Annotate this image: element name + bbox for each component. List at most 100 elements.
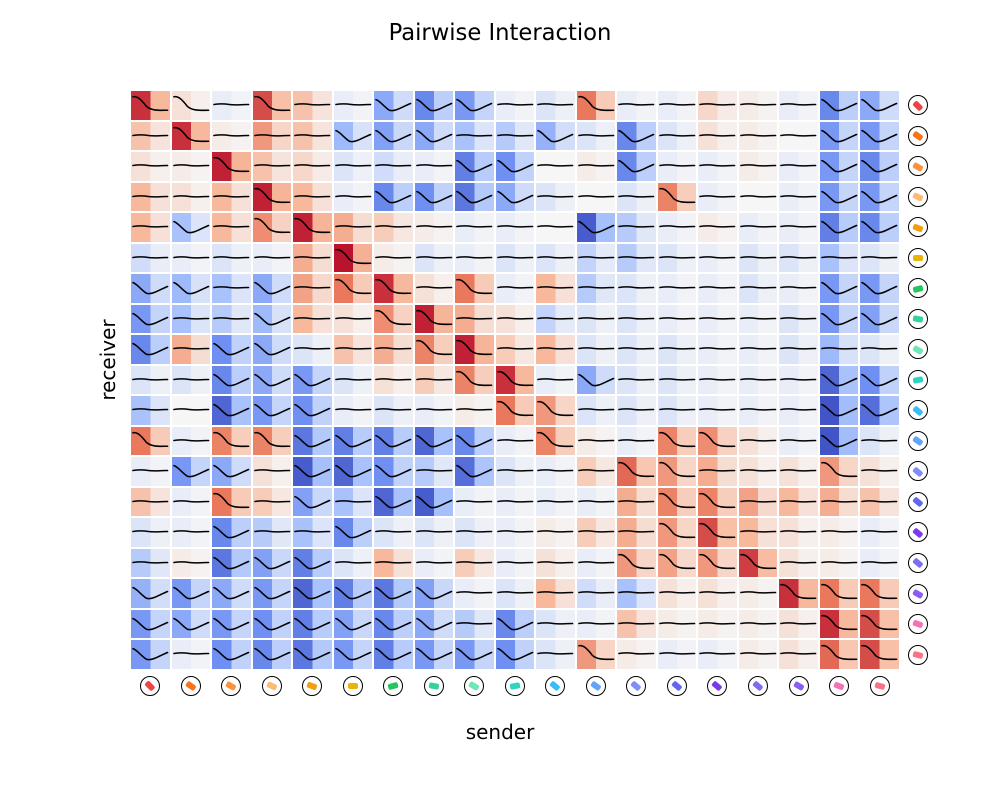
receiver-marker-icon: [908, 553, 928, 573]
interaction-cell: [658, 183, 697, 212]
interaction-curve: [293, 91, 332, 118]
interaction-cell: [779, 213, 818, 242]
interaction-curve: [860, 91, 899, 118]
interaction-cell: [658, 274, 697, 303]
interaction-curve: [860, 396, 899, 423]
interaction-cell: [334, 610, 373, 639]
interaction-cell: [820, 91, 859, 120]
interaction-curve: [779, 457, 818, 484]
interaction-cell: [820, 183, 859, 212]
interaction-cell: [577, 488, 616, 517]
interaction-curve: [779, 396, 818, 423]
interaction-cell: [334, 427, 373, 456]
interaction-cell: [172, 122, 211, 151]
interaction-cell: [860, 396, 899, 425]
interaction-curve: [415, 518, 454, 545]
interaction-cell: [293, 366, 332, 395]
interaction-curve: [698, 274, 737, 301]
interaction-cell: [860, 579, 899, 608]
interaction-cell: [415, 610, 454, 639]
interaction-cell: [820, 549, 859, 578]
interaction-curve: [172, 152, 211, 179]
interaction-curve: [374, 640, 413, 667]
interaction-cell: [577, 335, 616, 364]
interaction-cell: [860, 213, 899, 242]
interaction-cell: [698, 549, 737, 578]
interaction-curve: [334, 518, 373, 545]
interaction-cell: [658, 579, 697, 608]
interaction-cell: [334, 152, 373, 181]
interaction-curve: [577, 366, 616, 393]
interaction-cell: [739, 122, 778, 151]
interaction-curve: [455, 91, 494, 118]
interaction-cell: [374, 366, 413, 395]
interaction-cell: [172, 396, 211, 425]
interaction-cell: [293, 457, 332, 486]
interaction-cell: [131, 335, 170, 364]
interaction-curve: [131, 305, 170, 332]
interaction-cell: [658, 549, 697, 578]
interaction-curve: [496, 640, 535, 667]
interaction-cell: [374, 610, 413, 639]
interaction-cell: [536, 518, 575, 547]
interaction-cell: [779, 610, 818, 639]
interaction-cell: [577, 122, 616, 151]
interaction-cell: [496, 457, 535, 486]
interaction-cell: [577, 305, 616, 334]
interaction-curve: [374, 518, 413, 545]
sender-marker-icon: [829, 676, 849, 696]
interaction-curve: [131, 91, 170, 118]
interaction-curve: [860, 183, 899, 210]
interaction-curve: [172, 427, 211, 454]
interaction-cell: [131, 610, 170, 639]
interaction-cell: [334, 579, 373, 608]
interaction-curve: [131, 213, 170, 240]
interaction-curve: [293, 610, 332, 637]
interaction-cell: [617, 91, 656, 120]
interaction-cell: [415, 549, 454, 578]
sender-marker-icon: [140, 676, 160, 696]
interaction-curve: [577, 122, 616, 149]
interaction-cell: [658, 610, 697, 639]
interaction-curve: [860, 518, 899, 545]
interaction-curve: [779, 274, 818, 301]
interaction-curve: [577, 396, 616, 423]
interaction-curve: [779, 610, 818, 637]
interaction-cell: [698, 488, 737, 517]
interaction-curve: [334, 335, 373, 362]
x-axis-label: sender: [0, 720, 1000, 744]
interaction-curve: [334, 305, 373, 332]
interaction-cell: [779, 366, 818, 395]
interaction-cell: [172, 640, 211, 669]
interaction-curve: [334, 366, 373, 393]
interaction-cell: [577, 579, 616, 608]
interaction-cell: [577, 213, 616, 242]
interaction-cell: [374, 244, 413, 273]
interaction-cell: [820, 640, 859, 669]
interaction-curve: [455, 549, 494, 576]
interaction-cell: [698, 396, 737, 425]
interaction-cell: [172, 335, 211, 364]
interaction-cell: [455, 427, 494, 456]
interaction-curve: [172, 640, 211, 667]
interaction-curve: [374, 213, 413, 240]
interaction-curve: [577, 579, 616, 606]
interaction-curve: [455, 366, 494, 393]
interaction-cell: [212, 244, 251, 273]
interaction-curve: [374, 305, 413, 332]
interaction-curve: [131, 579, 170, 606]
interaction-curve: [172, 183, 211, 210]
interaction-curve: [860, 579, 899, 606]
interaction-cell: [698, 244, 737, 273]
interaction-cell: [577, 91, 616, 120]
interaction-cell: [658, 518, 697, 547]
interaction-curve: [496, 213, 535, 240]
interaction-cell: [698, 274, 737, 303]
interaction-cell: [415, 427, 454, 456]
interaction-curve: [617, 91, 656, 118]
interaction-cell: [455, 274, 494, 303]
interaction-curve: [496, 305, 535, 332]
interaction-cell: [496, 274, 535, 303]
interaction-cell: [779, 183, 818, 212]
interaction-curve: [415, 183, 454, 210]
